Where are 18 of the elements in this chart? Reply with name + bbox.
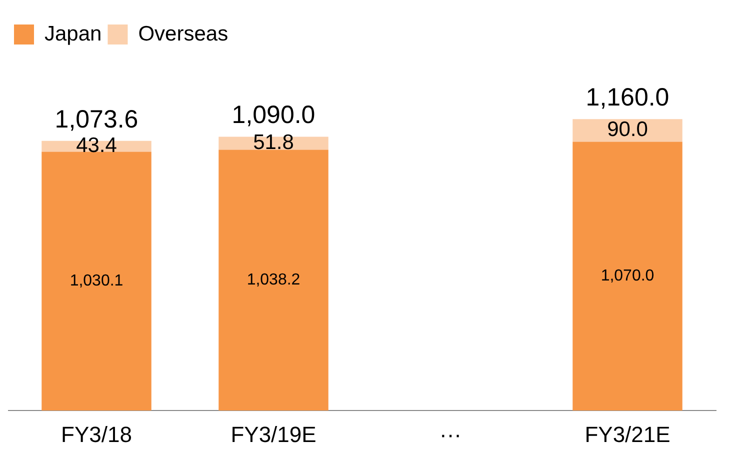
data-label: 1,030.1: [70, 272, 124, 290]
total-label: 1,090.0: [232, 101, 316, 130]
total-label: 1,073.6: [54, 105, 138, 134]
x-tick-label: ···: [440, 422, 462, 447]
data-label: 51.8: [253, 131, 294, 154]
x-tick-label: FY3/18: [61, 422, 132, 447]
data-label: 1,038.2: [246, 272, 300, 289]
total-label: 1,160.0: [586, 84, 670, 112]
bar: [572, 142, 682, 411]
data-label: 43.4: [76, 134, 118, 158]
x-tick-label: FY3/21E: [584, 422, 670, 447]
legend-label: Overseas: [138, 22, 228, 46]
x-tick-label: FY3/19E: [230, 422, 316, 447]
bar: [218, 150, 328, 411]
data-label: 1,070.0: [600, 268, 654, 285]
legend-label: Japan: [44, 22, 102, 46]
bar: [42, 152, 152, 411]
data-label: 90.0: [607, 118, 648, 142]
